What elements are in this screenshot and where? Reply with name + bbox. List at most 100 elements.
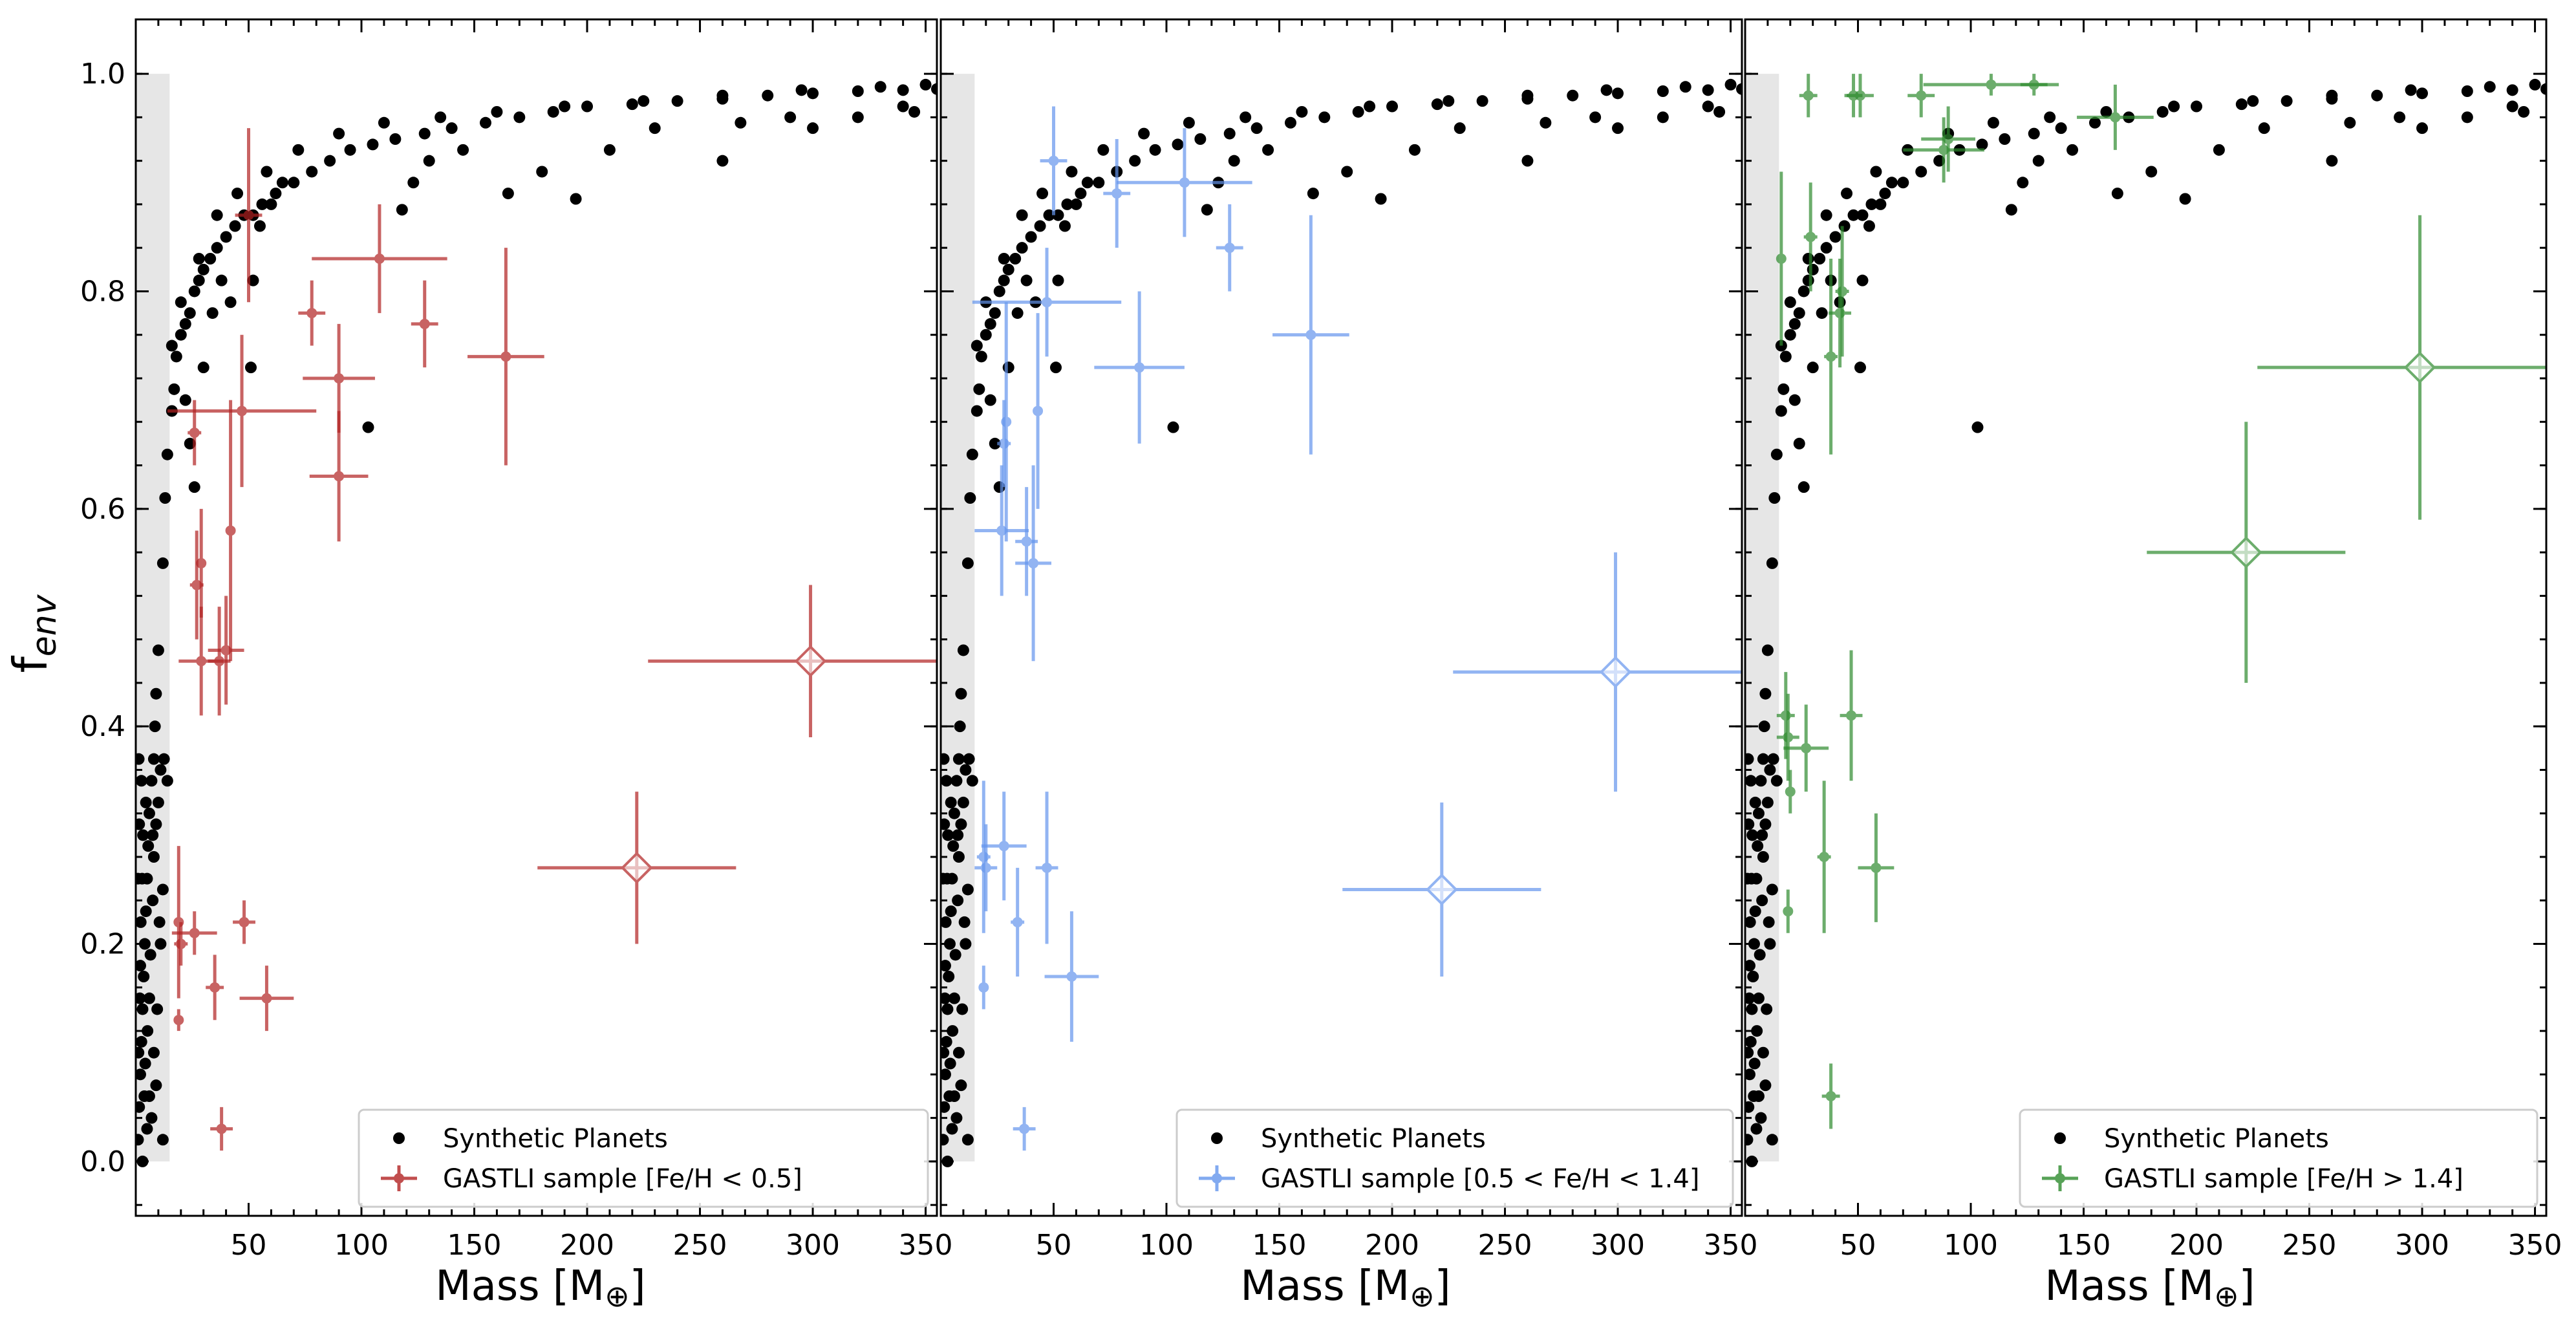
synthetic-planet-point (1838, 220, 1851, 232)
synthetic-planet-point (941, 1046, 950, 1059)
synthetic-planet-point (1036, 188, 1049, 200)
synthetic-planet-point (2213, 144, 2225, 156)
synthetic-planet-point (945, 796, 957, 808)
synthetic-planet-point (445, 122, 458, 135)
synthetic-planet-point (941, 992, 951, 1004)
x-axis-label-right-close: ] (2239, 1262, 2255, 1310)
legend-synthetic-marker (2054, 1132, 2066, 1144)
synthetic-planet-point (1657, 85, 1669, 97)
x-tick-label: 150 (2057, 1229, 2111, 1262)
gastli-point (1015, 465, 1052, 662)
synthetic-planet-point (136, 960, 146, 972)
synthetic-planet-point (897, 100, 909, 113)
synthetic-planet-point (1870, 166, 1882, 178)
legend-gastli-marker (2042, 1165, 2078, 1191)
synthetic-planet-point (362, 421, 374, 433)
gastli-point (196, 508, 207, 618)
synthetic-planet-point (2416, 122, 2429, 135)
synthetic-planet-point (1775, 405, 1787, 417)
x-tick-label: 300 (1591, 1229, 1645, 1262)
synthetic-planet-point (1183, 116, 1195, 129)
point-marker (1305, 329, 1316, 340)
synthetic-planet-point (807, 87, 819, 100)
legend-gastli-dot (394, 1173, 404, 1183)
synthetic-planet-point (980, 329, 992, 341)
synthetic-planet-point (955, 1079, 967, 1092)
synthetic-planet-point (1798, 481, 1810, 493)
point-marker (1028, 557, 1039, 568)
synthetic-planet-point (147, 851, 160, 863)
synthetic-planet-point (671, 95, 683, 107)
synthetic-planet-point (852, 85, 864, 97)
synthetic-planet-point (1745, 753, 1754, 765)
synthetic-planet-point (1865, 198, 1878, 210)
y-tick-label: 0.4 (80, 710, 125, 743)
gastli-point (1907, 74, 1935, 118)
gastli-point (1824, 259, 1838, 455)
x-tick-label: 350 (2508, 1229, 2562, 1262)
synthetic-planet-point (2416, 87, 2429, 100)
gastli-point (225, 400, 236, 662)
synthetic-planet-point (919, 78, 932, 91)
panel-frame (134, 18, 938, 1217)
synthetic-planet-point (1386, 100, 1399, 113)
synthetic-planet-point (1702, 84, 1714, 96)
synthetic-planet-point (1793, 437, 1805, 449)
synthetic-planet-point (961, 1134, 974, 1146)
x-tick-label: 100 (334, 1229, 389, 1262)
y-axis-label-sub: env (25, 594, 64, 656)
point-marker (1803, 90, 1814, 101)
synthetic-planet-point (1755, 1112, 1767, 1124)
synthetic-planet-point (1761, 644, 1774, 656)
synthetic-planet-point (2394, 111, 2406, 124)
synthetic-planet-point (874, 81, 886, 93)
gastli-point (1011, 867, 1025, 977)
legend-gastli-label: GASTLI sample [Fe/H < 0.5] (443, 1164, 802, 1194)
synthetic-planet-point (1375, 193, 1387, 205)
gastli-point (974, 465, 1029, 596)
panel-frame (939, 18, 1743, 1217)
synthetic-planet-point (2191, 100, 2203, 113)
point-marker (175, 938, 186, 949)
synthetic-planet-point (1567, 89, 1579, 102)
synthetic-planet-point (897, 84, 909, 96)
gastli-point (1776, 171, 1787, 346)
point-marker (1783, 906, 1794, 917)
gastli-point (174, 922, 188, 966)
diamond-marker (2403, 351, 2436, 384)
diamond-marker (2229, 536, 2262, 568)
synthetic-planet-point (946, 1123, 958, 1135)
synthetic-planet-point (559, 100, 571, 113)
point-marker (1048, 155, 1059, 166)
synthetic-planet-point (1600, 84, 1613, 96)
synthetic-planet-point (966, 448, 978, 460)
synthetic-planet-point (150, 1079, 162, 1092)
point-marker (2028, 79, 2039, 90)
point-marker (209, 982, 220, 993)
synthetic-planet-point (2484, 81, 2496, 93)
synthetic-planet-point (1745, 1134, 1754, 1146)
synthetic-planet-point (2506, 84, 2518, 96)
synthetic-planet-point (948, 807, 960, 819)
synthetic-planet-point (139, 1057, 151, 1070)
synthetic-planet-point (1679, 81, 1691, 93)
synthetic-planet-point (1745, 775, 1757, 787)
synthetic-planet-point (502, 188, 514, 200)
diamond-marker (1425, 873, 1458, 906)
synthetic-planet-point (998, 253, 1010, 265)
point-marker (189, 427, 200, 438)
synthetic-planet-point (1657, 111, 1669, 124)
synthetic-planet-point (152, 796, 164, 808)
synthetic-planet-point (1766, 883, 1778, 896)
synthetic-planet-point (547, 105, 559, 118)
synthetic-planet-point (159, 492, 171, 504)
point-marker (1033, 405, 1044, 416)
synthetic-planet-point (138, 971, 150, 982)
synthetic-planet-point (784, 111, 797, 124)
synthetic-planet-point (147, 753, 160, 765)
synthetic-planet-point (1138, 127, 1150, 140)
legend-gastli-marker (1199, 1165, 1235, 1191)
synthetic-planet-point (231, 188, 244, 200)
point-marker (173, 1015, 184, 1026)
point-marker (1871, 862, 1882, 873)
